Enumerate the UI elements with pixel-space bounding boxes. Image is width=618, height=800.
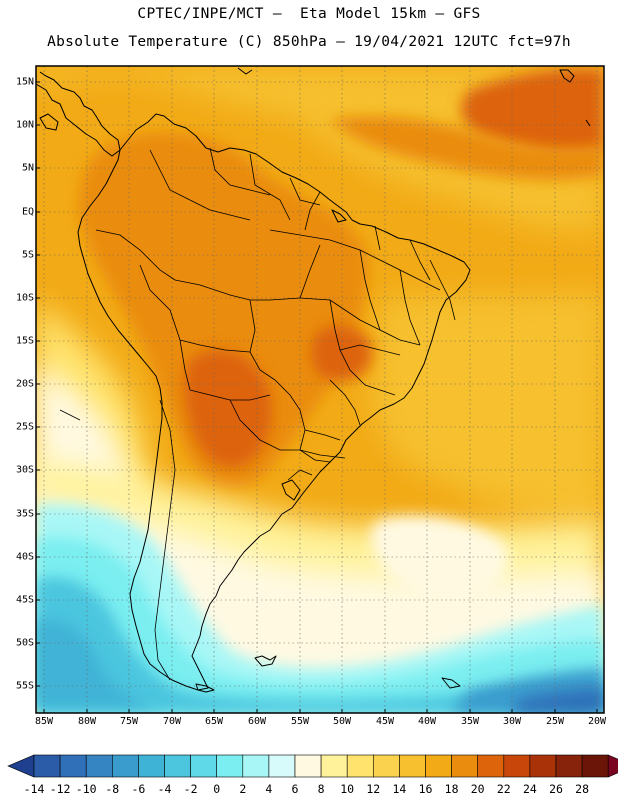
lon-label: 45W — [375, 716, 395, 727]
colorbar-tick-label: 22 — [496, 782, 511, 796]
map-title-line-1: CPTEC/INPE/MCT – Eta Model 15km – GFS — [137, 6, 481, 22]
colorbar-arrow-high — [607, 754, 618, 778]
colorbar-tick-label: 2 — [239, 782, 247, 796]
lat-label: 50S — [15, 637, 34, 649]
lon-label: 85W — [34, 716, 54, 727]
colorbar-tick-label: 24 — [522, 782, 537, 796]
colorbar-swatch — [555, 754, 583, 778]
lon-label: 20W — [587, 716, 607, 727]
lon-label: 60W — [247, 716, 267, 727]
lat-label: 5S — [21, 249, 34, 261]
colorbar-swatch — [529, 754, 557, 778]
colorbar-swatch — [268, 754, 296, 778]
lon-label: 55W — [290, 716, 310, 727]
lon-label: 65W — [204, 716, 224, 727]
colorbar-swatch — [294, 754, 322, 778]
colorbar-tick-label: -4 — [157, 782, 172, 796]
colorbar-arrow-low — [7, 754, 35, 778]
lat-label: 55S — [15, 680, 34, 692]
lat-label: 15N — [15, 76, 34, 88]
colorbar-swatch — [425, 754, 452, 778]
lon-label: 50W — [332, 716, 352, 727]
colorbar-tick-label: 18 — [444, 782, 459, 796]
colorbar-swatch — [33, 754, 61, 778]
colorbar-swatch — [320, 754, 348, 778]
colorbar-tick-label: -10 — [75, 782, 97, 796]
lat-label: 10S — [15, 292, 34, 304]
lon-label: 25W — [545, 716, 565, 727]
colorbar-swatch — [242, 754, 270, 778]
colorbar-swatch — [216, 754, 244, 778]
colorbar-tick-label: -2 — [183, 782, 198, 796]
colorbar-tick-label: 14 — [392, 782, 407, 796]
lat-label: 25S — [15, 421, 34, 433]
colorbar-tick-label: -12 — [49, 782, 71, 796]
colorbar-tick-label: 8 — [317, 782, 325, 796]
lat-label: 20S — [15, 378, 34, 390]
colorbar-swatch — [477, 754, 505, 778]
lat-label: 15S — [15, 335, 34, 347]
colorbar-swatch — [451, 754, 479, 778]
colorbar-tick-label: 16 — [418, 782, 433, 796]
colorbar-tick-label: 20 — [470, 782, 485, 796]
lat-label: 10N — [15, 119, 34, 131]
temperature-field — [36, 66, 604, 713]
colorbar-swatch — [581, 754, 609, 778]
colorbar-tick-label: -6 — [131, 782, 146, 796]
lat-label: 45S — [15, 594, 34, 606]
lon-label: 80W — [77, 716, 97, 727]
colorbar — [7, 754, 618, 778]
colorbar-tick-label: 26 — [549, 782, 563, 796]
lat-label: 40S — [15, 551, 34, 563]
lat-label: 30S — [15, 464, 34, 476]
lon-label: 70W — [162, 716, 182, 727]
colorbar-swatch — [372, 754, 400, 778]
colorbar-tick-label: 12 — [366, 782, 381, 796]
colorbar-swatch — [503, 754, 531, 778]
lon-label: 75W — [119, 716, 139, 727]
map-title-line-2: Absolute Temperature (C) 850hPa – 19/04/… — [47, 34, 571, 50]
colorbar-swatch — [346, 754, 374, 778]
colorbar-tick-label: -8 — [105, 782, 120, 796]
colorbar-swatch — [112, 754, 139, 778]
coastlines — [36, 67, 591, 693]
colorbar-swatch — [138, 754, 165, 778]
colorbar-tick-label: 28 — [575, 782, 590, 796]
colorbar-tick-label: 0 — [213, 782, 221, 796]
colorbar-swatch — [190, 754, 218, 778]
colorbar-tick-label: 10 — [340, 782, 355, 796]
colorbar-swatch — [85, 754, 113, 778]
graticule — [36, 66, 604, 713]
colorbar-tick-label: 6 — [291, 782, 299, 796]
lon-label: 40W — [417, 716, 437, 727]
colorbar-tick-label: 4 — [265, 782, 273, 796]
lat-label: 35S — [15, 508, 34, 520]
country-borders — [59, 147, 456, 681]
map-frame — [35, 65, 605, 714]
colorbar-swatch — [164, 754, 191, 778]
colorbar-swatch — [399, 754, 426, 778]
lat-label: 5N — [21, 162, 34, 174]
lat-label: EQ — [21, 206, 34, 218]
lon-label: 35W — [460, 716, 480, 727]
axis-ticks — [36, 81, 598, 713]
colorbar-swatch — [59, 754, 87, 778]
lon-label: 30W — [502, 716, 522, 727]
colorbar-tick-label: -14 — [23, 782, 45, 796]
